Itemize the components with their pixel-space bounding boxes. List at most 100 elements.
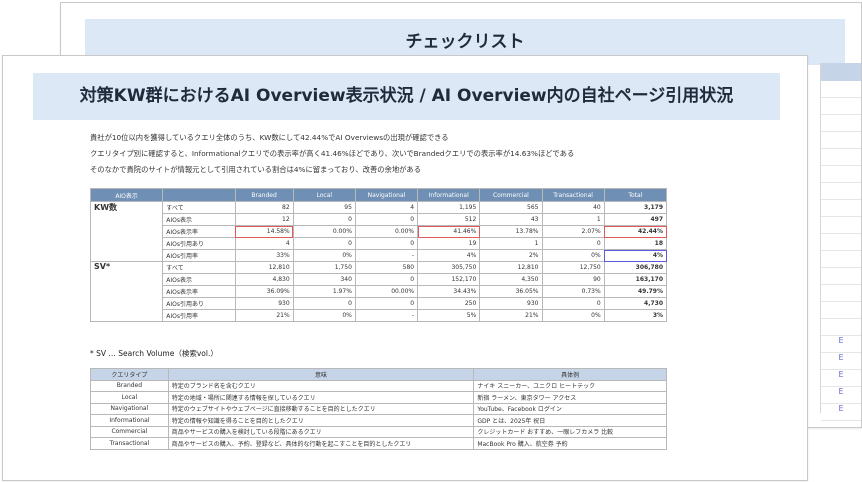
table-cell: GDP とは、2025年 祝日 xyxy=(473,414,667,427)
table-cell: 0.73% xyxy=(541,285,605,298)
table-cell: - xyxy=(354,309,419,322)
back-table-row: E xyxy=(821,387,861,404)
highlighted-cell: 41.46% xyxy=(417,225,481,238)
table-cell: 36.05% xyxy=(479,285,543,298)
back-table-row xyxy=(821,319,861,336)
row-label: AIOs引用率 xyxy=(162,249,236,262)
summary-line: そのなかで貴院のサイトが情報元として引用されている割合は4%に留まっており、改善… xyxy=(90,165,422,174)
back-table-row xyxy=(821,166,861,183)
column-header: Navigational xyxy=(354,188,419,202)
table-cell: 13.78% xyxy=(479,225,543,238)
column-header: Commercial xyxy=(479,188,543,202)
row-label: すべて xyxy=(162,201,236,214)
column-header: Informational xyxy=(417,188,481,202)
table-cell: 4,830 xyxy=(234,273,294,286)
table-cell: 0.00% xyxy=(292,225,356,238)
table-cell: 0% xyxy=(292,249,356,262)
table-cell: 0 xyxy=(354,213,419,226)
back-table-header xyxy=(821,63,861,81)
table-cell: 0.00% xyxy=(354,225,419,238)
table-cell: 1 xyxy=(541,213,605,226)
table-cell: Transactional xyxy=(90,437,169,450)
row-label: AIOs表示 xyxy=(162,273,236,286)
back-table-row: E xyxy=(821,370,861,387)
table-cell: 163,170 xyxy=(603,273,668,286)
table-cell: 18 xyxy=(603,237,668,250)
table-cell: 4 xyxy=(234,237,294,250)
table-cell: 152,170 xyxy=(417,273,481,286)
back-table-row xyxy=(821,149,861,166)
table-cell: 0 xyxy=(354,273,419,286)
table-row: SV* すべて 12,810 1,750 580 305,750 12,810 12,750 3… xyxy=(89,261,668,274)
table-cell: 4 xyxy=(354,201,419,214)
table-cell: 商品やサービスの購入を検討している段階にあるクエリ xyxy=(167,425,475,438)
summary-line: 貴社が10位以内を獲得しているクエリ全体のうち、KW数にして42.44%でAI … xyxy=(90,133,449,142)
table-row: AIOs引用率 21% 0% -5% 21% 0% 3% xyxy=(89,309,668,322)
highlighted-cell: 4% xyxy=(603,249,668,262)
table-cell: 1 xyxy=(479,237,543,250)
back-table-row xyxy=(821,98,861,115)
table-cell: 特定のブランド名を含むクエリ xyxy=(167,379,475,392)
table-cell: 2.07% xyxy=(541,225,605,238)
table-cell: Local xyxy=(90,391,169,404)
table-cell: 0 xyxy=(541,237,605,250)
back-table-row xyxy=(821,115,861,132)
highlighted-cell: 14.58% xyxy=(234,225,294,238)
table-cell: 580 xyxy=(354,261,419,274)
table-cell: 306,780 xyxy=(603,261,668,274)
table-cell: 12,810 xyxy=(234,261,294,274)
table-cell: クレジットカード おすすめ、一眼レフカメラ 比較 xyxy=(473,425,667,438)
table-cell: 43 xyxy=(479,213,543,226)
table-cell: 0% xyxy=(292,309,356,322)
table-cell: 0 xyxy=(292,237,356,250)
table-cell: 34.43% xyxy=(417,285,481,298)
back-table-row xyxy=(821,302,861,319)
aio-stats-table: AIO表示 Branded Local Navigational Information… xyxy=(89,188,668,322)
table-row: AIOs引用あり 4 0 0 19 1 0 18 xyxy=(89,237,668,250)
table-cell: 00.00% xyxy=(354,285,419,298)
table-row: AIOs表示 12 0 0 512 43 1 497 xyxy=(89,213,668,226)
table-cell: 1,195 xyxy=(417,201,481,214)
table-cell: 0 xyxy=(354,297,419,310)
table-cell: 4,730 xyxy=(603,297,668,310)
table-cell: 0 xyxy=(292,297,356,310)
table-row: AIOs引用率 33% 0% -4% 2% 0% 4% xyxy=(89,249,668,262)
table-cell: 商品やサービスの購入、予約、登録など、具体的な行動を起こすことを目的としたクエリ xyxy=(167,437,475,450)
table-cell: 0% xyxy=(541,309,605,322)
table-cell: 0 xyxy=(292,213,356,226)
table-row: Informational 特定の情報や知識を得ることを目的としたクエリ GDP と… xyxy=(90,414,667,427)
table-cell: 4% xyxy=(417,249,481,262)
column-header: Total xyxy=(603,188,668,202)
back-table-row xyxy=(821,183,861,200)
column-header: Transactional xyxy=(541,188,605,202)
table-cell: Informational xyxy=(90,414,169,427)
group-label xyxy=(89,225,164,238)
summary-paragraph: 貴社が10位以内を獲得しているクエリ全体のうち、KW数にして42.44%でAI … xyxy=(90,130,730,178)
column-header: 意味 xyxy=(167,368,475,381)
back-table-row: E xyxy=(821,336,861,353)
table-cell: 特定のウェブサイトやウェブページに直接移動することを目的としたクエリ xyxy=(167,402,475,415)
column-header: Branded xyxy=(234,188,294,202)
table-cell: ナイキ スニーカー、ユニクロ ヒートテック xyxy=(473,379,667,392)
back-table-row xyxy=(821,132,861,149)
table-cell: 新宿 ラーメン、東京タワー アクセス xyxy=(473,391,667,404)
table-cell: 特定の地域・場所に関連する情報を探しているクエリ xyxy=(167,391,475,404)
table-cell: 565 xyxy=(479,201,543,214)
table-cell: YouTube、Facebook ログイン xyxy=(473,402,667,415)
highlighted-cell: 42.44% xyxy=(603,225,668,238)
back-table-row xyxy=(821,251,861,268)
back-table-row xyxy=(821,217,861,234)
table-cell: 930 xyxy=(479,297,543,310)
table-cell: 12,750 xyxy=(541,261,605,274)
group-label xyxy=(89,297,164,310)
table-cell: 90 xyxy=(541,273,605,286)
page-title: 対策KW群におけるAI Overview表示状況 / AI Overview内の… xyxy=(33,73,780,120)
table-cell: 4,350 xyxy=(479,273,543,286)
table-cell: 5% xyxy=(417,309,481,322)
group-label xyxy=(89,213,164,226)
table-cell: 特定の情報や知識を得ることを目的としたクエリ xyxy=(167,414,475,427)
group-label: SV* xyxy=(89,261,164,274)
table-cell: MacBook Pro 購入、航空券 予約 xyxy=(473,437,667,450)
back-table-row xyxy=(821,200,861,217)
